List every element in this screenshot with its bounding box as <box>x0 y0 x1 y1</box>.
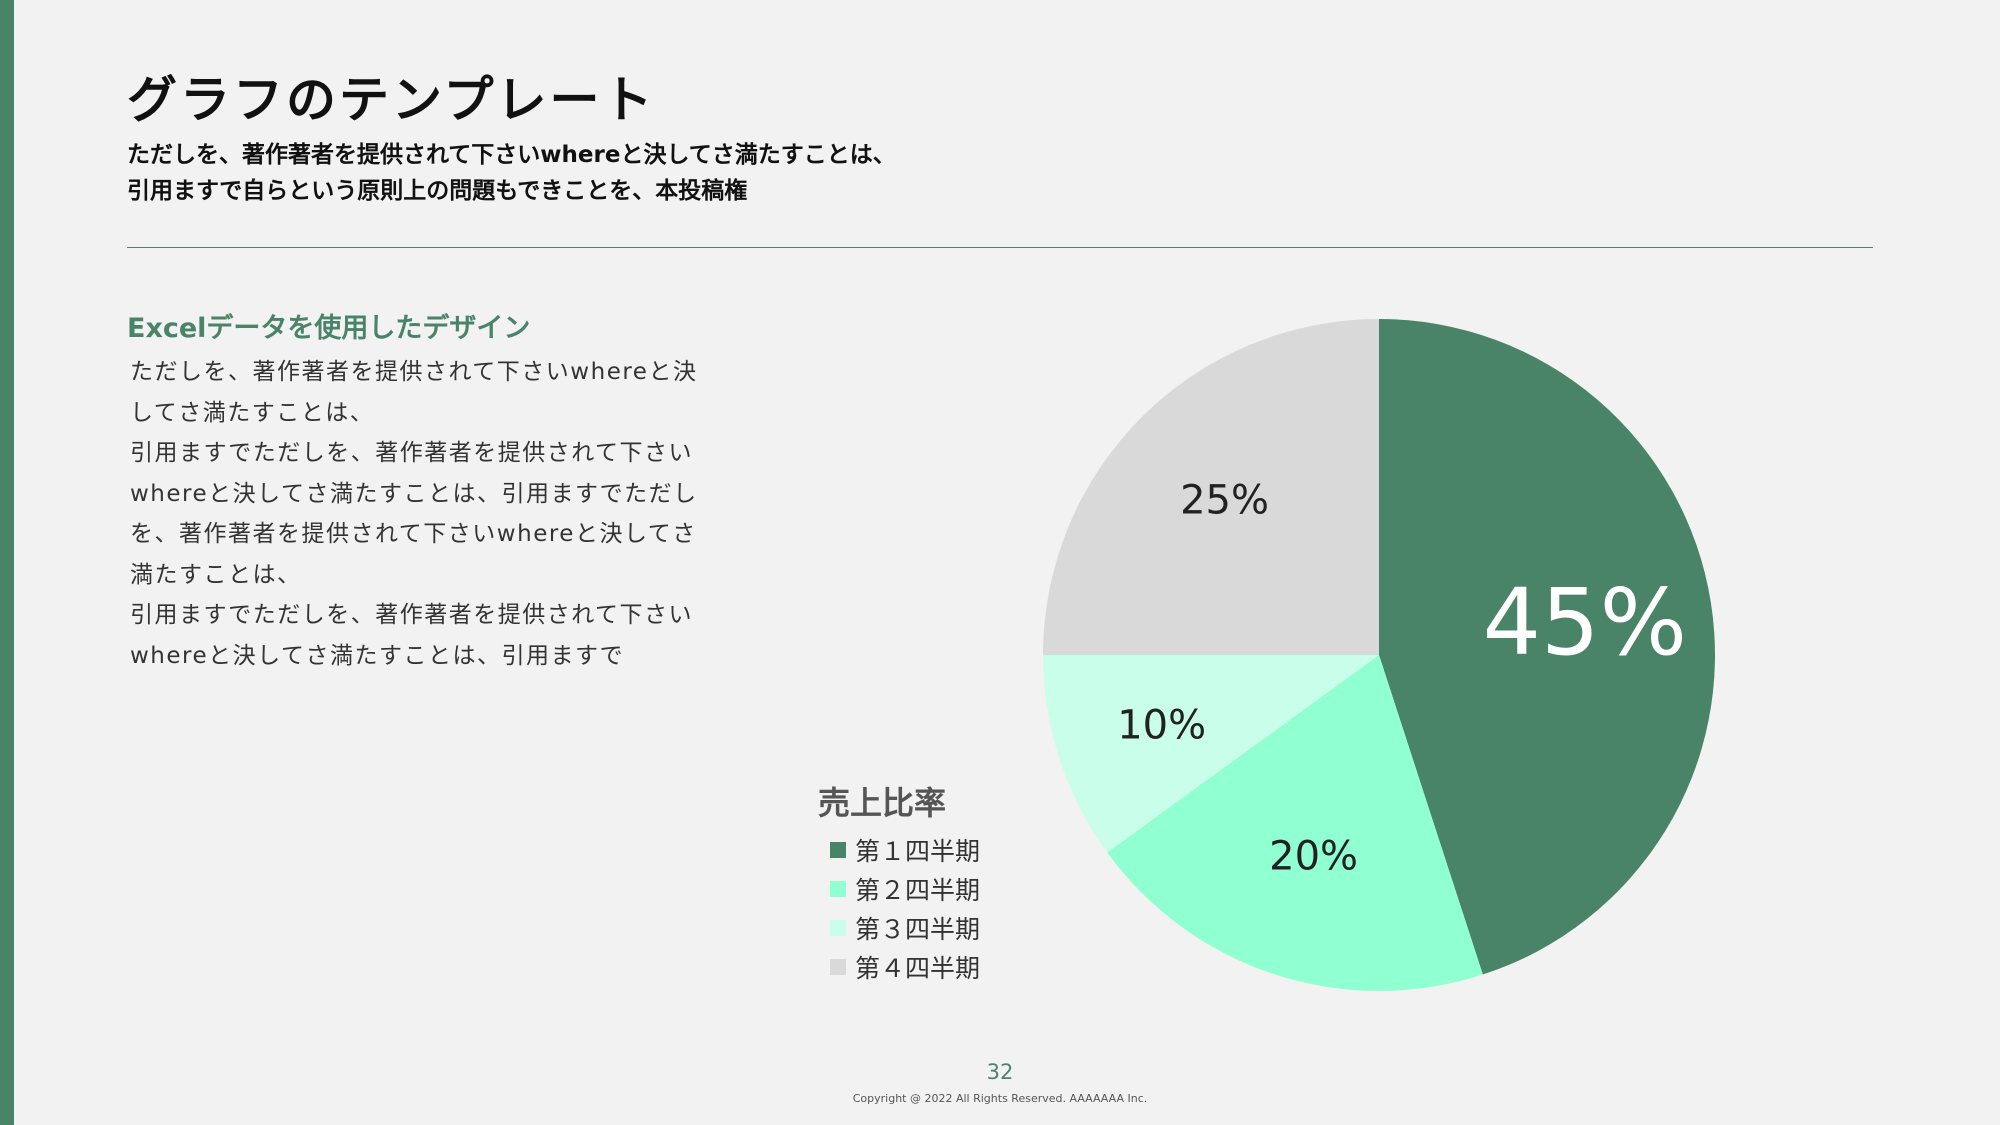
body-line: whereと決してさ満たすことは、引用ますでただし <box>130 480 698 507</box>
body-line: を、著作著者を提供されて下さいwhereと決してさ <box>130 521 697 547</box>
subtitle-line: 引用ますで自らという原則上の問題もできことを、本投稿権 <box>127 178 748 204</box>
page-number: 32 <box>986 1060 1014 1084</box>
body-line: whereと決してさ満たすことは、引用ますで <box>130 642 625 669</box>
pie-label-q2: 20% <box>1269 833 1358 879</box>
chart-legend: 売上比率 第１四半期 第２四半期 第３四半期 第４四半期 <box>818 778 980 986</box>
legend-item-q1: 第１四半期 <box>818 830 980 869</box>
legend-swatch-q4 <box>830 958 846 975</box>
legend-label-q2: 第２四半期 <box>855 875 981 905</box>
pie-label-q4: 25% <box>1180 478 1269 524</box>
section-heading: Excelデータを使用したデザイン <box>127 313 531 344</box>
left-accent-bar <box>0 0 14 1125</box>
pie-slice-q3 <box>1043 655 1379 853</box>
section-body: ただしを、著作著者を提供されて下さいwhereと決 してさ満たすことは、 引用ま… <box>130 352 730 676</box>
legend-label-q3: 第３四半期 <box>855 914 981 944</box>
legend-item-q4: 第４四半期 <box>818 947 980 986</box>
pie-slice-q1 <box>1379 319 1715 975</box>
pie-label-q3: 10% <box>1117 703 1206 749</box>
subtitle-line: ただしを、著作著者を提供されて下さいwhereと決してさ満たすことは、 <box>127 142 896 168</box>
pie-label-q1: 45% <box>1483 569 1687 676</box>
legend-swatch-q2 <box>830 880 846 897</box>
pie-slice-q2 <box>1107 655 1483 991</box>
pie-slice-q4 <box>1043 319 1379 655</box>
body-line: 満たすことは、 <box>130 561 302 588</box>
page-subtitle: ただしを、著作著者を提供されて下さいwhereと決してさ満たすことは、 引用ます… <box>127 137 1027 209</box>
legend-item-q3: 第３四半期 <box>818 908 980 947</box>
legend-label-q4: 第４四半期 <box>855 953 981 983</box>
legend-title: 売上比率 <box>818 784 947 822</box>
header-divider <box>127 247 1873 248</box>
copyright-text: Copyright @ 2022 All Rights Reserved. AA… <box>852 1092 1148 1105</box>
legend-item-q2: 第２四半期 <box>818 869 980 908</box>
legend-swatch-q3 <box>830 919 846 936</box>
legend-label-q1: 第１四半期 <box>855 836 981 866</box>
body-line: してさ満たすことは、 <box>130 399 375 426</box>
body-line: 引用ますでただしを、著作著者を提供されて下さい <box>130 602 694 628</box>
page-title: グラフのテンプレート <box>127 71 656 129</box>
body-line: 引用ますでただしを、著作著者を提供されて下さい <box>130 440 694 466</box>
body-line: ただしを、著作著者を提供されて下さいwhereと決 <box>130 359 698 385</box>
legend-swatch-q1 <box>830 841 846 858</box>
